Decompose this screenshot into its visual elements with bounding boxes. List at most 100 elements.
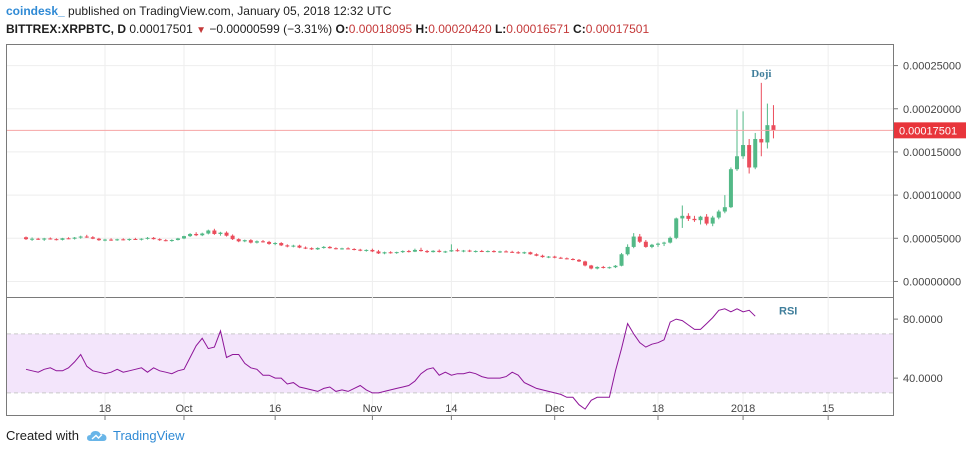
time-tick-label: 18 xyxy=(652,403,664,415)
candle-body xyxy=(704,216,709,224)
candle-body xyxy=(267,241,272,244)
rsi-pane-border xyxy=(6,297,894,416)
price-tick-label: 0.00000000 xyxy=(903,276,961,288)
footer: Created with TradingView xyxy=(6,428,185,443)
candle-body xyxy=(352,248,357,250)
candle-body xyxy=(163,240,168,242)
low-value: 0.00016571 xyxy=(506,22,570,36)
candle-body xyxy=(66,238,71,240)
last-price: 0.00017501 xyxy=(129,22,193,36)
candle-body xyxy=(218,232,223,234)
candle-body xyxy=(716,211,721,218)
candle-body xyxy=(285,245,290,247)
candle-body xyxy=(273,243,278,245)
candle-body xyxy=(42,238,47,240)
time-tick-label: 2018 xyxy=(731,403,755,415)
close-label: C: xyxy=(573,22,586,36)
price-tick-label: 0.00015000 xyxy=(903,147,961,159)
candle-body xyxy=(728,169,733,208)
candle-body xyxy=(649,244,654,247)
candle-body xyxy=(157,239,162,241)
candle-body xyxy=(103,239,107,241)
candle-body xyxy=(364,249,369,251)
candle-body xyxy=(309,248,314,250)
candle-body xyxy=(625,246,630,255)
candle-body xyxy=(109,239,114,241)
candle-body xyxy=(36,238,41,240)
candle-body xyxy=(54,239,59,241)
price-tick-label: 0.00010000 xyxy=(903,190,961,202)
candle-body xyxy=(680,215,685,219)
candle-body xyxy=(741,145,746,157)
price-tick-label: 0.00025000 xyxy=(903,61,961,73)
candle-body xyxy=(692,218,697,221)
candle-body xyxy=(303,247,308,249)
candle-body xyxy=(765,125,770,143)
candle-body xyxy=(242,240,247,242)
candle-body xyxy=(412,249,417,252)
rsi-layer: 80.0000 40.0000 RSI xyxy=(7,305,943,410)
candle-body xyxy=(419,249,423,252)
candle-body xyxy=(753,138,758,168)
candle-body xyxy=(315,247,320,250)
candle-body xyxy=(607,267,612,269)
candle-body xyxy=(382,252,387,254)
main-pane-border xyxy=(6,44,894,298)
candle-body xyxy=(425,251,430,253)
candle-body xyxy=(540,255,545,258)
candle-body xyxy=(394,252,399,254)
candle-body xyxy=(78,236,83,238)
candle-body xyxy=(297,245,302,248)
tradingview-link[interactable]: TradingView xyxy=(112,428,185,443)
candle-body xyxy=(449,250,454,252)
candle-body xyxy=(370,249,375,252)
price-chart[interactable]: 0.00025000 0.00020000 0.00015000 0.00010000… xyxy=(0,40,971,422)
candle-body xyxy=(248,240,253,243)
candle-body xyxy=(601,266,606,268)
candle-body xyxy=(212,230,217,234)
candle-body xyxy=(510,251,515,253)
candle-body xyxy=(230,235,235,240)
price-tick-label: 0.00020000 xyxy=(903,104,961,116)
candle-body xyxy=(668,237,673,243)
doji-annotation: Doji xyxy=(751,68,771,80)
candle-body xyxy=(236,239,241,242)
candle-body xyxy=(96,238,101,241)
author-link[interactable]: coindesk_ xyxy=(6,4,65,18)
candle-body xyxy=(206,230,211,234)
candle-body xyxy=(84,236,89,238)
symbol-info: BITTREX:XRPBTC, D 0.00017501 ▼ −0.000005… xyxy=(6,22,649,36)
open-value: 0.00018095 xyxy=(348,22,413,36)
candle-body xyxy=(291,245,296,247)
time-tick-label: 18 xyxy=(99,403,111,415)
candle-body xyxy=(279,243,284,246)
candle-body xyxy=(254,241,259,243)
time-tick-label: Dec xyxy=(545,403,565,415)
candle-body xyxy=(340,248,344,250)
candle-body xyxy=(637,236,642,242)
candle-body xyxy=(327,246,332,249)
price-tick-label: 0.00005000 xyxy=(903,233,961,245)
candle-body xyxy=(151,237,156,240)
published-text: published on TradingView.com, January 05… xyxy=(68,4,392,18)
candle-body xyxy=(546,256,551,258)
candle-body xyxy=(491,251,496,253)
candle-body xyxy=(121,239,126,241)
last-price-badge xyxy=(894,122,966,139)
candle-body xyxy=(570,259,575,261)
symbol-name: BITTREX:XRPBTC, D xyxy=(6,22,126,36)
candle-body xyxy=(127,238,132,240)
candle-body xyxy=(145,237,150,239)
candle-body xyxy=(72,237,77,239)
candle-body xyxy=(516,252,521,254)
candle-body xyxy=(437,250,442,252)
candle-body xyxy=(619,254,624,266)
candle-body xyxy=(643,241,648,247)
candle-body xyxy=(467,250,472,252)
tradingview-cloud-icon xyxy=(86,430,107,441)
time-axis: 18 Oct 16 Nov 14 Dec 18 2018 15 xyxy=(99,403,834,420)
candle-body xyxy=(595,266,600,269)
rsi-title: RSI xyxy=(779,305,797,317)
candle-body xyxy=(656,243,660,245)
time-tick-label: 15 xyxy=(822,403,834,415)
